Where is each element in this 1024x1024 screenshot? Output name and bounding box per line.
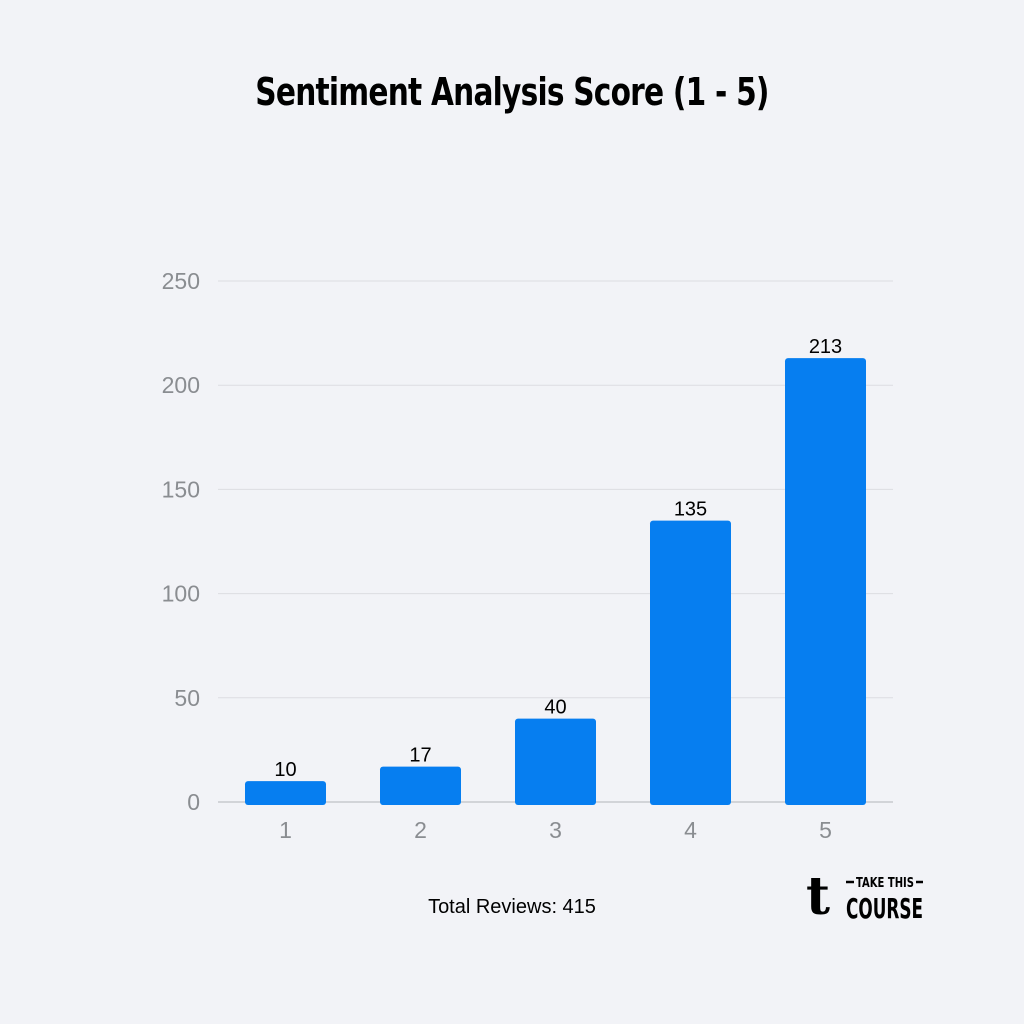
data-label: 213 <box>809 336 842 358</box>
logo-line1: TAKE THIS <box>856 876 914 891</box>
logo-mark-icon: t <box>806 866 830 926</box>
total-reviews-label: Total Reviews: 415 <box>428 896 596 918</box>
x-tick-label: 5 <box>819 817 832 843</box>
y-tick-label: 150 <box>162 476 200 502</box>
y-tick-label: 0 <box>187 789 200 815</box>
data-label: 10 <box>274 759 296 781</box>
y-tick-label: 50 <box>174 685 200 711</box>
chart-title: Sentiment Analysis Score (1 - 5) <box>255 70 769 114</box>
x-tick-label: 4 <box>684 817 697 843</box>
bar <box>515 718 596 805</box>
data-label: 40 <box>544 697 566 719</box>
y-tick-label: 250 <box>162 268 200 294</box>
x-tick-label: 1 <box>279 817 292 843</box>
bar <box>245 781 326 805</box>
data-label: 135 <box>674 499 707 521</box>
y-axis-ticks: 0 50 100 150 200 250 <box>162 268 200 815</box>
logo-line2: COURSE <box>846 892 923 925</box>
x-axis-ticks: 1 2 3 4 5 <box>279 817 832 843</box>
x-tick-label: 2 <box>414 817 427 843</box>
data-labels: 10 17 40 135 213 <box>274 336 842 781</box>
bar <box>380 766 461 805</box>
bar <box>650 520 731 805</box>
bar <box>785 358 866 805</box>
y-tick-label: 100 <box>162 581 200 607</box>
data-label: 17 <box>409 745 431 767</box>
x-tick-label: 3 <box>549 817 562 843</box>
take-this-course-logo: t TAKE THIS COURSE <box>806 866 923 926</box>
y-tick-label: 200 <box>162 372 200 398</box>
bars <box>245 358 866 805</box>
